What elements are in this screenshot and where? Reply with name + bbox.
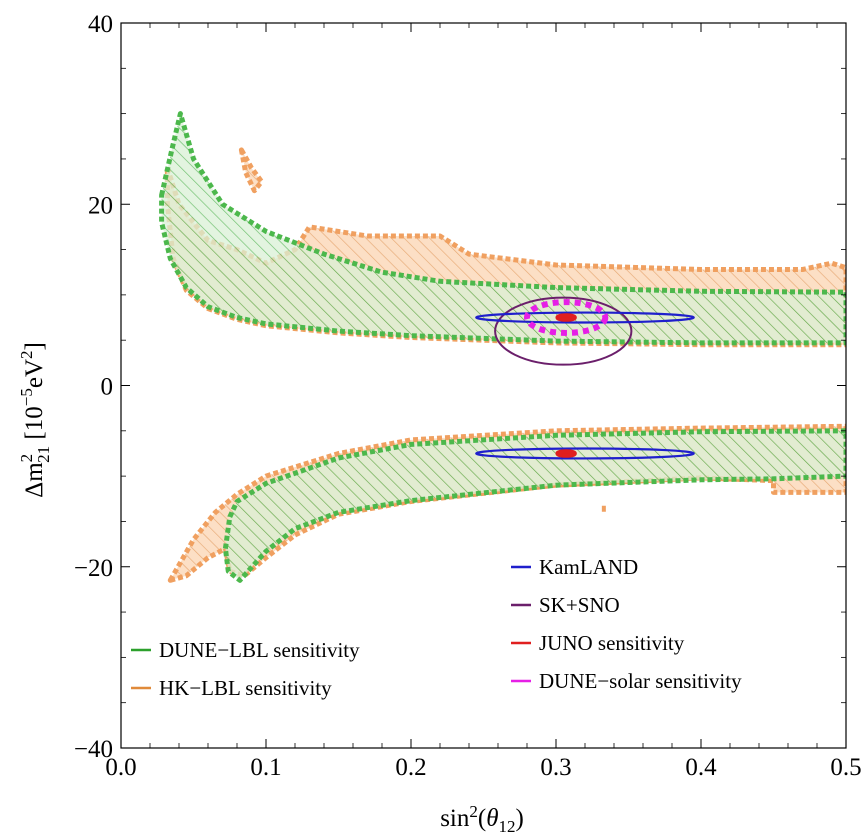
y-tick-label: −40 <box>74 736 113 763</box>
x-tick-label: 0.2 <box>395 754 426 781</box>
x-axis-title: sin2(θ12) <box>440 802 524 836</box>
hk-lbl-speck <box>601 505 606 512</box>
kamland-contour-1 <box>475 311 695 324</box>
x-tick-label: 0.5 <box>830 754 861 781</box>
sensitivity-regions <box>159 111 846 583</box>
juno-sensitivity-contour-4 <box>555 313 577 322</box>
x-tick-label: 0.4 <box>685 754 717 781</box>
legend-label: HK−LBL sensitivity <box>159 676 332 700</box>
legend-label: KamLAND <box>539 555 638 579</box>
sk-sno-contour-0 <box>494 296 633 366</box>
x-axis: 0.0 0.1 0.2 0.3 0.4 0.5 <box>105 23 862 781</box>
juno-sensitivity-contour-5 <box>555 449 577 458</box>
y-tick-label: 0 <box>101 374 114 401</box>
dune-lbl-region-lower <box>222 428 846 583</box>
y-tick-label: −20 <box>74 555 113 582</box>
dune-solar-sensitivity-contour-3 <box>524 299 609 336</box>
legend-label: DUNE−LBL sensitivity <box>159 638 360 662</box>
x-tick-label: 0.1 <box>250 754 281 781</box>
y-tick-label: 40 <box>88 11 113 38</box>
dune-lbl-region-upper <box>159 111 846 346</box>
y-tick-label: 20 <box>88 192 113 219</box>
kamland-contour-2 <box>475 447 695 460</box>
x-tick-label: 0.3 <box>540 754 571 781</box>
legend-label: SK+SNO <box>539 593 620 617</box>
legend-left: DUNE−LBL sensitivity HK−LBL sensitivity <box>131 638 360 700</box>
legend-label: JUNO sensitivity <box>539 631 685 655</box>
y-axis: 40 20 0 −20 −40 <box>74 11 846 763</box>
x-tick-label: 0.0 <box>105 754 136 781</box>
legend-label: DUNE−solar sensitivity <box>539 669 742 693</box>
experiment-contours <box>475 296 695 460</box>
y-axis-title: Δm221 [10−5eV2] <box>17 342 53 498</box>
legend-right: KamLAND SK+SNO JUNO sensitivity DUNE−solar … <box>511 555 742 693</box>
hk-lbl-region-island <box>238 147 265 194</box>
